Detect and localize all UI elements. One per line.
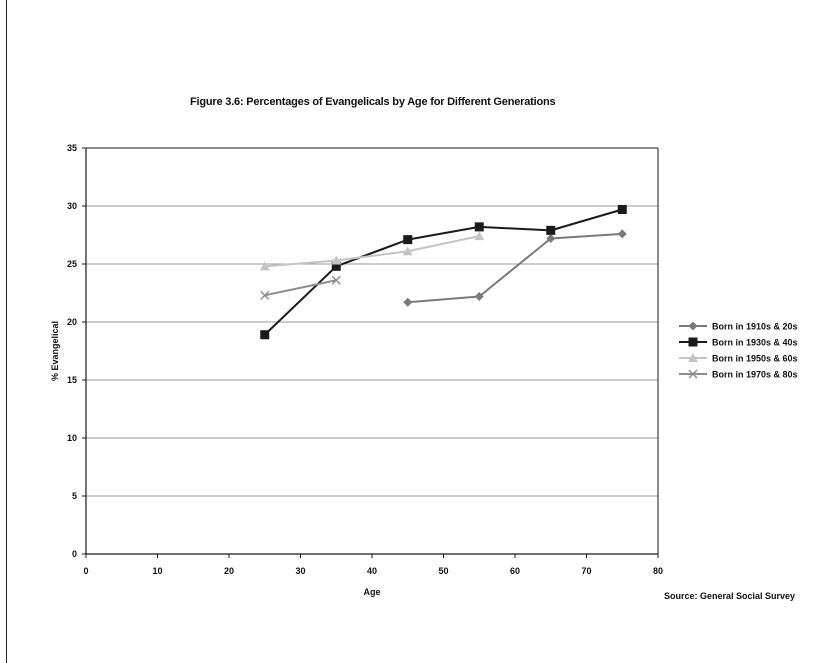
x-tick-label: 60 — [510, 566, 520, 576]
y-tick-label: 25 — [67, 259, 77, 269]
series-1 — [403, 229, 627, 307]
data-point-diamond — [617, 229, 627, 239]
y-tick-label: 30 — [67, 201, 77, 211]
x-tick-label: 20 — [224, 566, 234, 576]
source-note: Source: General Social Survey — [664, 591, 796, 601]
legend-marker-diamond — [688, 321, 698, 331]
legend-label: Born in 1930s & 40s — [712, 338, 798, 348]
data-point-square — [546, 225, 556, 235]
legend-label: Born in 1970s & 80s — [712, 370, 798, 380]
legend-marker-x — [688, 369, 698, 379]
y-tick-label: 35 — [67, 143, 77, 153]
x-axis-label: Age — [363, 587, 380, 597]
legend-item-1: Born in 1910s & 20s — [679, 321, 798, 332]
legend-marker-triangle — [688, 353, 698, 362]
data-point-x — [260, 290, 270, 300]
x-tick-label: 10 — [152, 566, 162, 576]
x-tick-label: 0 — [83, 566, 88, 576]
series-line — [407, 232, 623, 304]
x-tick-label: 50 — [438, 566, 448, 576]
chart-title: Figure 3.6: Percentages of Evangelicals … — [190, 96, 556, 108]
data-point-square — [260, 330, 270, 340]
legend-label: Born in 1910s & 20s — [712, 322, 798, 332]
series-line — [264, 208, 623, 336]
legend-marker-square — [688, 337, 698, 347]
data-point-square — [474, 222, 484, 232]
legend-label: Born in 1950s & 60s — [712, 354, 798, 364]
data-point-square — [403, 235, 413, 245]
data-point-triangle — [331, 255, 342, 265]
legend-item-4: Born in 1970s & 80s — [679, 370, 798, 380]
y-tick-label: 15 — [67, 375, 77, 385]
data-point-triangle — [259, 261, 270, 271]
x-tick-label: 70 — [581, 566, 591, 576]
x-tick-label: 80 — [653, 566, 663, 576]
y-tick-label: 0 — [72, 549, 77, 559]
legend-item-2: Born in 1930s & 40s — [679, 337, 798, 348]
series-4 — [260, 275, 341, 300]
series-line — [264, 279, 337, 297]
data-point-triangle — [402, 246, 413, 256]
data-point-x — [331, 275, 341, 285]
data-point-diamond — [546, 233, 556, 243]
y-axis-label: % Evangelical — [50, 321, 60, 381]
series-line — [264, 235, 480, 268]
plot-area — [86, 148, 658, 554]
data-point-square — [331, 261, 341, 271]
data-point-diamond — [474, 291, 484, 301]
y-tick-label: 20 — [67, 317, 77, 327]
data-point-triangle — [474, 231, 485, 241]
y-tick-label: 10 — [67, 433, 77, 443]
y-tick-label: 5 — [72, 491, 77, 501]
series-3 — [259, 231, 485, 271]
page-edge-line — [6, 0, 7, 663]
x-tick-label: 30 — [295, 566, 305, 576]
data-point-diamond — [403, 297, 413, 307]
series-2 — [260, 204, 627, 340]
data-point-square — [617, 204, 627, 214]
x-tick-label: 40 — [367, 566, 377, 576]
legend-item-3: Born in 1950s & 60s — [679, 353, 798, 364]
